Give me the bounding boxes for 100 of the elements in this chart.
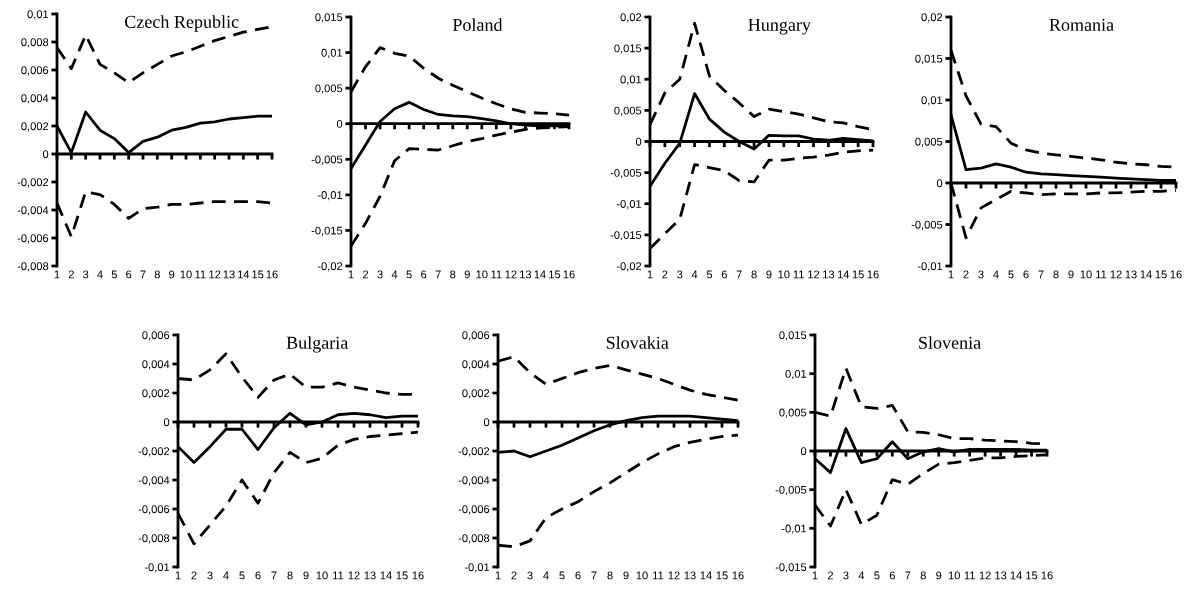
x-tick-label: 6 bbox=[421, 270, 427, 279]
y-tick-label: -0,008 bbox=[458, 534, 490, 544]
y-tick-label: 0,006 bbox=[142, 331, 170, 341]
y-tick-label: -0,015 bbox=[311, 226, 343, 236]
x-tick-label: 3 bbox=[978, 270, 984, 279]
x-tick-label: 10 bbox=[316, 571, 328, 580]
x-tick-label: 7 bbox=[271, 571, 277, 580]
x-tick-label: 10 bbox=[948, 571, 960, 580]
chart-title: Slovakia bbox=[606, 336, 669, 349]
y-tick-label: 0,005 bbox=[915, 137, 943, 147]
x-tick-label: 5 bbox=[874, 571, 880, 580]
x-tick-label: 15 bbox=[852, 270, 864, 279]
x-tick-label: 15 bbox=[1155, 270, 1167, 279]
y-tick-label: 0,01 bbox=[27, 10, 49, 20]
y-tick-label: 0,01 bbox=[620, 75, 642, 85]
y-tick-label: 0,002 bbox=[462, 389, 490, 399]
x-tick-label: 13 bbox=[364, 571, 376, 580]
y-tick-label: -0,015 bbox=[610, 231, 642, 241]
y-tick-label: -0,01 bbox=[317, 191, 343, 201]
x-tick-label: 6 bbox=[126, 270, 132, 279]
y-tick-label: -0,002 bbox=[138, 447, 170, 457]
x-tick-label: 12 bbox=[979, 571, 991, 580]
x-tick-label: 9 bbox=[169, 270, 175, 279]
x-tick-label: 11 bbox=[653, 571, 664, 580]
y-tick-label: -0,004 bbox=[458, 476, 490, 486]
y-tick-label: -0,005 bbox=[775, 485, 807, 496]
y-tick-label: 0 bbox=[800, 447, 807, 456]
x-tick-label: 6 bbox=[1023, 270, 1029, 279]
x-tick-label: 16 bbox=[412, 571, 424, 580]
chart-title: Czech Republic bbox=[125, 15, 239, 32]
y-tick-label: 0 bbox=[336, 119, 343, 128]
x-tick-label: 11 bbox=[333, 571, 344, 580]
chart-title: Bulgaria bbox=[286, 336, 349, 353]
x-tick-label: 5 bbox=[1008, 270, 1014, 279]
x-tick-label: 5 bbox=[239, 571, 245, 580]
chart-title: Poland bbox=[452, 18, 503, 31]
x-tick-label: 1 bbox=[948, 270, 954, 279]
x-tick-label: 12 bbox=[668, 571, 680, 580]
y-tick-label: 0 bbox=[483, 418, 490, 427]
y-tick-label: -0,006 bbox=[138, 505, 170, 515]
x-tick-label: 16 bbox=[867, 270, 879, 279]
y-tick-label: -0,005 bbox=[610, 168, 642, 179]
x-tick-label: 13 bbox=[520, 270, 532, 279]
y-tick-label: 0,004 bbox=[462, 360, 490, 370]
x-tick-label: 5 bbox=[111, 270, 117, 279]
x-tick-label: 3 bbox=[527, 571, 533, 580]
x-tick-label: 6 bbox=[255, 571, 261, 580]
y-tick-label: -0,006 bbox=[458, 505, 490, 515]
x-tick-label: 4 bbox=[391, 270, 398, 279]
y-tick-label: 0,004 bbox=[21, 94, 49, 104]
x-tick-label: 2 bbox=[363, 270, 369, 279]
y-tick-label: 0,015 bbox=[614, 44, 642, 54]
x-tick-label: 1 bbox=[812, 571, 818, 580]
x-tick-label: 5 bbox=[406, 270, 412, 279]
x-tick-label: 12 bbox=[808, 270, 820, 279]
x-tick-label: 6 bbox=[889, 571, 895, 580]
x-tick-label: 9 bbox=[1068, 270, 1074, 279]
chart-title: Romania bbox=[1049, 18, 1114, 31]
y-tick-label: -0,02 bbox=[317, 262, 343, 272]
y-tick-label: -0,01 bbox=[781, 524, 807, 534]
y-tick-label: 0 bbox=[163, 418, 170, 427]
x-tick-label: 14 bbox=[534, 270, 546, 279]
y-tick-label: -0,01 bbox=[616, 200, 642, 210]
y-tick-label: 0,01 bbox=[321, 48, 343, 59]
x-tick-label: 1 bbox=[175, 571, 181, 580]
x-tick-label: 14 bbox=[837, 270, 850, 279]
y-tick-label: 0 bbox=[42, 150, 49, 159]
x-tick-label: 1 bbox=[647, 270, 653, 279]
x-tick-label: 4 bbox=[993, 270, 999, 279]
y-tick-label: 0,015 bbox=[915, 54, 943, 64]
x-tick-label: 15 bbox=[396, 571, 408, 580]
y-tick-label: -0,005 bbox=[311, 155, 343, 165]
x-tick-label: 14 bbox=[1010, 571, 1022, 580]
x-tick-label: 9 bbox=[623, 571, 629, 580]
x-tick-label: 11 bbox=[491, 270, 502, 279]
y-tick-label: -0,004 bbox=[138, 476, 170, 486]
x-tick-label: 8 bbox=[751, 270, 757, 279]
x-tick-label: 9 bbox=[303, 571, 309, 580]
x-tick-label: 4 bbox=[691, 270, 698, 279]
x-tick-label: 8 bbox=[154, 270, 160, 279]
x-tick-label: 8 bbox=[920, 571, 926, 580]
y-tick-label: 0,02 bbox=[620, 13, 642, 23]
x-tick-label: 6 bbox=[721, 270, 727, 279]
x-tick-label: 13 bbox=[823, 270, 835, 279]
x-tick-label: 11 bbox=[195, 270, 206, 279]
y-tick-label: -0,005 bbox=[911, 220, 943, 230]
y-tick-label: 0,006 bbox=[462, 331, 490, 341]
x-tick-label: 5 bbox=[706, 270, 713, 279]
x-tick-label: 5 bbox=[559, 571, 565, 580]
x-tick-label: 8 bbox=[287, 571, 293, 580]
x-tick-label: 1 bbox=[495, 571, 501, 580]
x-tick-label: 6 bbox=[575, 571, 581, 580]
x-tick-label: 13 bbox=[684, 571, 696, 580]
x-tick-label: 11 bbox=[793, 270, 804, 279]
x-tick-label: 11 bbox=[964, 571, 975, 580]
x-tick-label: 7 bbox=[1038, 270, 1044, 279]
x-tick-label: 14 bbox=[700, 571, 712, 580]
y-tick-label: 0,005 bbox=[614, 106, 642, 116]
x-tick-label: 12 bbox=[505, 270, 517, 279]
x-tick-label: 8 bbox=[607, 571, 613, 580]
